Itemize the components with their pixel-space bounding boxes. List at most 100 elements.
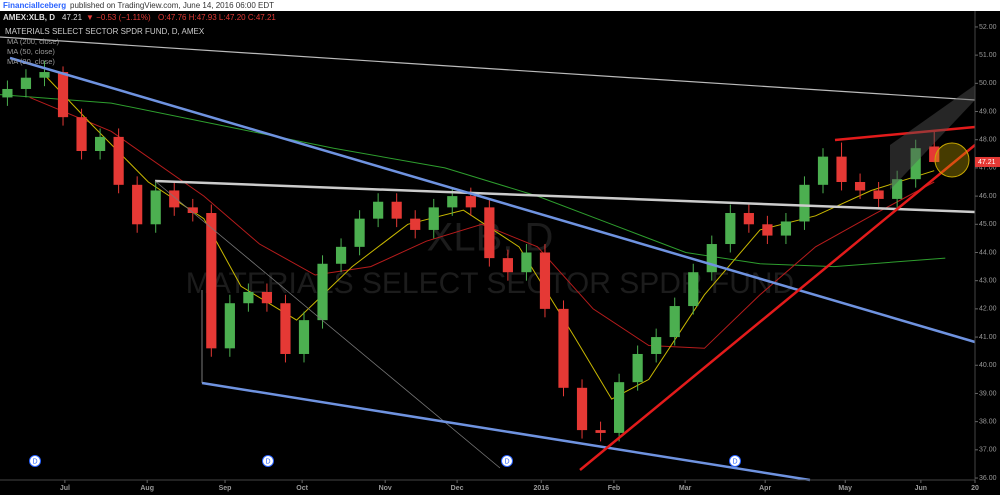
y-tick-label: 39.00 (979, 390, 997, 397)
candle-body (224, 303, 235, 349)
trend-line (834, 125, 976, 142)
candle-body (539, 252, 551, 309)
author: FinancialIceberg (3, 1, 66, 10)
published: published on TradingView.com, June 14, 2… (70, 1, 274, 10)
candle-body (614, 382, 625, 433)
trend-line (0, 36, 976, 101)
x-tick-label: 20 (971, 485, 979, 492)
candle-body (688, 272, 699, 307)
y-tick-label: 48.00 (979, 137, 997, 144)
candle-body (169, 190, 180, 208)
y-tick-label: 36.00 (979, 475, 997, 482)
dividend-label: D (504, 458, 509, 465)
plot (0, 60, 946, 442)
drawings (0, 36, 976, 482)
candle-body (39, 72, 50, 78)
candle-body (743, 213, 754, 225)
candle-body (651, 337, 662, 354)
candle-body (280, 303, 291, 354)
trend-line (579, 144, 976, 471)
candle-body (502, 258, 513, 273)
legend-entry: MA (20, close) (7, 57, 55, 66)
y-tick-label: 37.00 (979, 447, 997, 454)
dividend-marker (29, 455, 41, 467)
candle-body (261, 291, 273, 304)
candle-body (317, 263, 328, 321)
legend-entry: MA (50, close) (7, 47, 55, 56)
trend-line (9, 56, 976, 344)
trend-line (154, 179, 976, 214)
candle-body (298, 320, 310, 354)
candle-body (669, 306, 680, 338)
x-tick-label: Jun (915, 485, 927, 492)
x-tick-label: Aug (140, 485, 154, 492)
highlight-circle (934, 142, 970, 178)
candle-body (873, 190, 884, 199)
candle-body (576, 387, 588, 431)
x-tick-label: Nov (379, 485, 392, 492)
chart-title: MATERIALS SELECT SECTOR SPDR FUND, D, AM… (5, 27, 205, 36)
dividend-marker (262, 455, 274, 467)
candle-body (632, 353, 643, 383)
watermark: MATERIALS SELECT SECTOR SPDR FUND (186, 267, 794, 300)
candle-body (335, 246, 347, 264)
candle-body (892, 179, 903, 199)
dividend-marker (501, 455, 513, 467)
ohlc: O:47.76 H:47.93 L:47.20 C:47.21 (158, 13, 276, 22)
candle-body (57, 72, 69, 118)
candle-body (762, 224, 773, 236)
trend-line (201, 381, 811, 482)
candle-body (521, 252, 532, 273)
dividend-marker (729, 455, 741, 467)
candle-body (780, 221, 792, 236)
y-tick-label: 46.00 (979, 193, 997, 200)
candle-body (447, 196, 458, 208)
y-tick-label: 50.00 (979, 80, 997, 87)
candle-body (428, 207, 439, 230)
candle-body (854, 182, 866, 191)
candle-body (391, 201, 402, 219)
x-tick-label: 2016 (533, 485, 549, 492)
candle-body (206, 213, 217, 349)
legend-entry: MA (200, close) (7, 37, 60, 46)
price-axis (975, 11, 1000, 495)
candle-body (20, 77, 32, 89)
last-price-label: 47.21 (978, 159, 996, 166)
candle-body (799, 184, 810, 222)
candle-body (484, 207, 495, 259)
dividend-label: D (732, 458, 737, 465)
symbol: AMEX:XLB, D (3, 13, 55, 22)
candle-body (836, 156, 847, 183)
y-tick-label: 47.00 (979, 165, 997, 172)
y-tick-label: 44.00 (979, 249, 997, 256)
candle-body (706, 244, 717, 273)
x-tick-label: May (838, 485, 852, 492)
candle-body (187, 207, 198, 214)
y-tick-label: 52.00 (979, 24, 997, 31)
projection-channel (890, 85, 975, 190)
candle-body (243, 291, 254, 304)
x-tick-label: Jul (60, 485, 70, 492)
candle-body (929, 146, 940, 162)
y-tick-label: 51.00 (979, 52, 997, 59)
candle-body (410, 218, 421, 230)
x-tick-label: Sep (219, 485, 232, 492)
y-tick-label: 43.00 (979, 278, 997, 285)
x-tick-label: Dec (451, 485, 464, 492)
header-bar (0, 0, 1000, 11)
candle-body (113, 136, 124, 185)
candle-body (150, 190, 161, 225)
dividend-label: D (32, 458, 37, 465)
y-tick-label: 45.00 (979, 221, 997, 228)
candle-body (910, 148, 921, 180)
candle-body (465, 196, 476, 208)
y-tick-label: 42.00 (979, 306, 997, 313)
x-tick-label: Oct (296, 485, 308, 492)
x-tick-label: Feb (608, 485, 620, 492)
x-tick-label: Apr (759, 485, 771, 492)
moving-average (29, 96, 935, 349)
candle-body (76, 117, 87, 151)
price: 47.21 (62, 13, 83, 22)
